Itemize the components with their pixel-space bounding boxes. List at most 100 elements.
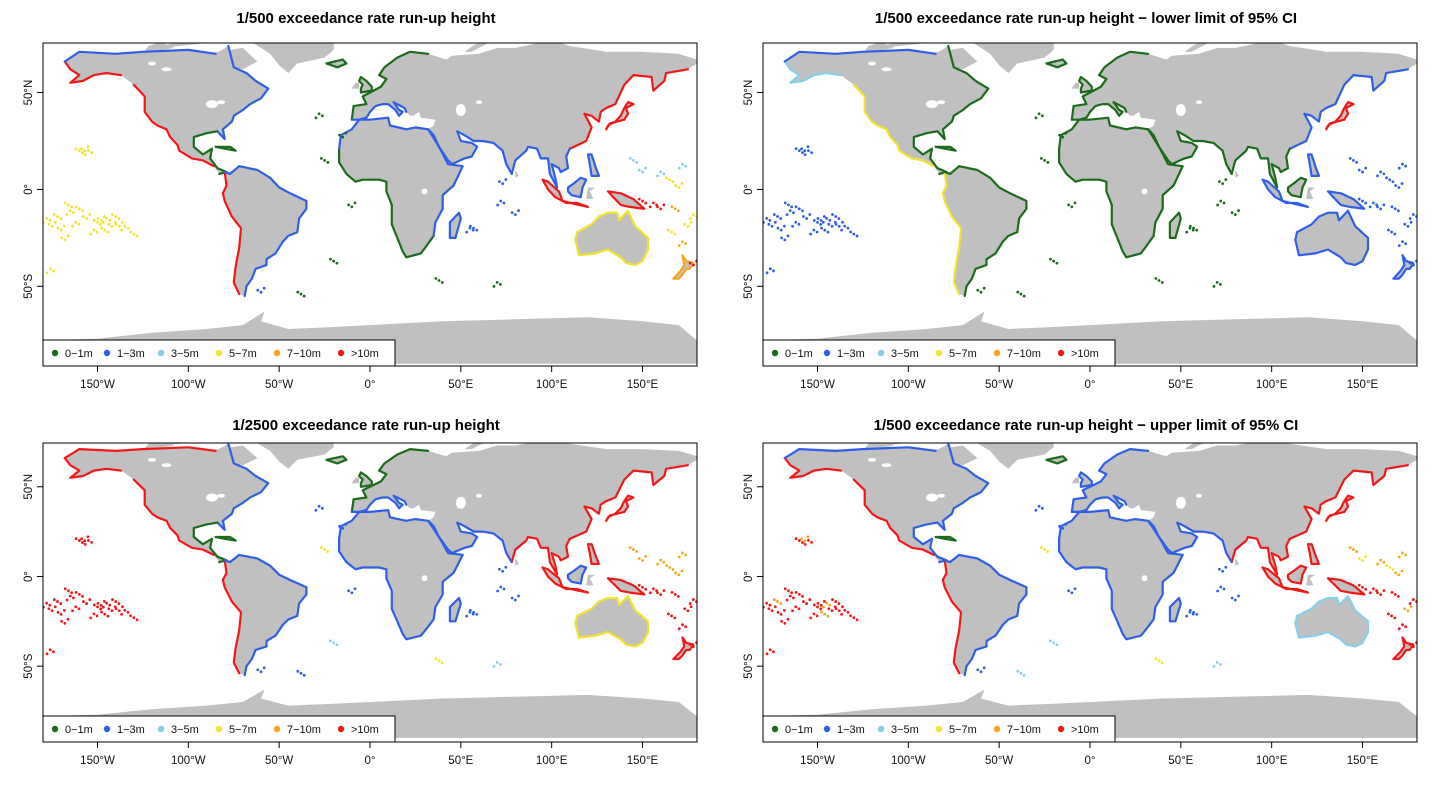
island-runup-dot (1192, 226, 1195, 230)
island-runup-dot (1215, 660, 1219, 664)
coast-runup-eastNA (936, 44, 990, 141)
island-runup-dot (855, 618, 859, 622)
land-taiwan (588, 531, 592, 537)
y-tick-label: 50°N (23, 80, 35, 106)
x-tick-label: 100°W (891, 755, 926, 767)
island-runup-dot (826, 614, 830, 618)
island-runup-dot (1352, 158, 1355, 162)
island-runup-dot (800, 147, 803, 151)
island-runup-dot (114, 215, 118, 218)
island-runup-dot (323, 158, 326, 162)
island-runup-dot (686, 609, 690, 613)
x-tick-label: 100°E (1256, 379, 1288, 391)
land-sulawesi (1306, 574, 1316, 586)
island-runup-dot (821, 605, 825, 609)
island-runup-dot (320, 114, 324, 118)
panel-title: 1/500 exceedance rate run-up height − up… (874, 417, 1299, 434)
island-runup-dot (92, 228, 96, 232)
legend-swatch (823, 725, 831, 733)
x-tick-label: 50°W (265, 379, 293, 391)
x-tick-label: 0° (365, 755, 376, 767)
island-runup-dot (1391, 568, 1395, 571)
land-sulawesi (1306, 187, 1316, 200)
island-runup-dot (841, 220, 844, 224)
island-runup-dot (123, 608, 127, 612)
island-runup-dot (83, 542, 87, 546)
lake (205, 100, 218, 109)
island-runup-dot (637, 168, 641, 172)
island-runup-dot (74, 220, 78, 224)
island-runup-dot (670, 614, 673, 618)
coast-runup-philC (1306, 153, 1321, 177)
island-runup-dot (797, 149, 801, 153)
island-runup-dot (1411, 645, 1415, 649)
island-runup-dot (1379, 558, 1383, 562)
legend-label: >10m (1071, 724, 1099, 736)
y-tick-label: 0° (23, 571, 35, 582)
island-runup-dot (805, 217, 808, 220)
x-tick-label: 50°E (448, 379, 473, 391)
island-runup-dot (1411, 598, 1415, 601)
lake (1175, 496, 1186, 509)
island-runup-dot (86, 145, 90, 149)
map-area (763, 43, 1417, 364)
island-runup-dot (83, 539, 87, 543)
island-runup-dot (100, 226, 103, 230)
island-runup-dot (783, 201, 787, 205)
island-runup-dot (1375, 589, 1378, 593)
land-sa (942, 554, 1027, 676)
island-runup-dot (495, 280, 499, 284)
island-runup-dot (1040, 114, 1044, 118)
coast-runup-philC (586, 153, 601, 177)
island-runup-dot (501, 182, 505, 186)
island-runup-dot (843, 608, 847, 612)
island-runup-dot (120, 228, 123, 232)
island-runup-dot (803, 542, 807, 546)
coast-runup-seAsia (1230, 145, 1291, 189)
island-runup-dot (674, 184, 678, 187)
island-runup-dot (786, 234, 790, 238)
island-runup-dot (1230, 211, 1234, 215)
land-uk (359, 77, 372, 93)
island-runup-dot (1185, 230, 1189, 234)
lake (881, 463, 892, 468)
island-runup-dot (259, 290, 263, 294)
map-svg: 1/2500 exceedance rate run-up height 150… (23, 417, 698, 767)
island-runup-dot (110, 224, 114, 228)
island-runup-dot (826, 230, 830, 234)
island-runup-dot (772, 213, 776, 216)
island-runup-dot (815, 614, 819, 618)
island-runup-dot (502, 587, 506, 591)
island-runup-dot (89, 232, 93, 236)
island-runup-dot (779, 602, 783, 605)
island-runup-dot (1154, 277, 1158, 280)
island-runup-dot (52, 598, 56, 601)
island-runup-dot (1160, 281, 1164, 284)
island-runup-dot (765, 217, 769, 220)
island-runup-dot (691, 598, 695, 601)
coast-runup-philC (1306, 543, 1321, 565)
y-tick-label: 0° (743, 184, 755, 195)
island-runup-dot (684, 164, 688, 168)
coast-runup-ukC (358, 471, 373, 488)
x-tick-label: 50°W (985, 755, 1013, 767)
island-runup-dot (1355, 160, 1359, 164)
island-runup-dot (63, 238, 67, 242)
coast-runup-eastSA (943, 553, 1028, 677)
coast-runup-eastAsia (1288, 464, 1410, 540)
legend-swatch (993, 725, 1001, 733)
land-sumatra (1262, 179, 1283, 201)
island-runup-dot (768, 603, 772, 607)
island-runup-dot (1364, 587, 1368, 591)
island-runup-dot (641, 585, 644, 589)
legend-label: 7−10m (287, 348, 321, 360)
island-runup-dot (1411, 213, 1415, 216)
island-runup-dot (99, 607, 103, 611)
island-runup-dot (641, 559, 644, 562)
island-runup-dot (681, 162, 684, 166)
x-tick-label: 100°W (891, 379, 926, 391)
coast-runup-aus (574, 595, 650, 648)
lake (1196, 100, 1202, 105)
coast-runup-pngC (1326, 577, 1366, 596)
island-runup-dot (641, 199, 644, 203)
